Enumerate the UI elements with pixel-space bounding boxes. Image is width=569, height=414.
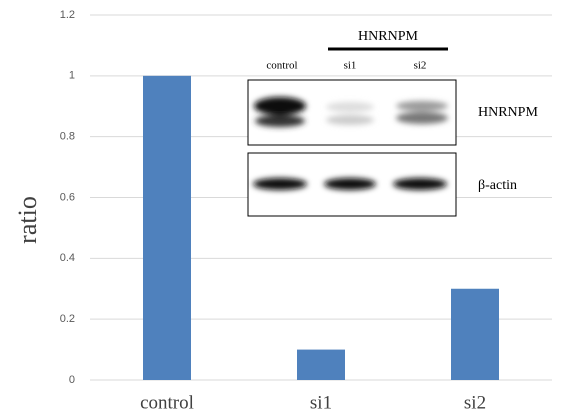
x-tick-label: si1 <box>310 392 332 413</box>
y-tick-label: 0.8 <box>60 131 75 143</box>
y-tick-label: 1.2 <box>60 9 75 21</box>
y-axis-label: ratio <box>13 196 42 244</box>
band-label: HNRNPM <box>478 105 538 120</box>
y-tick-label: 0.4 <box>60 252 75 264</box>
blot-bands <box>253 178 447 190</box>
bar <box>451 289 499 380</box>
blot-inset: HNRNPM control si1 si2 HNRNPM β-actin <box>248 29 538 216</box>
x-tick-label: control <box>140 392 194 413</box>
blot-title: HNRNPM <box>358 29 418 44</box>
bar <box>143 76 191 380</box>
lane-label: si1 <box>344 60 357 72</box>
bar <box>297 350 345 380</box>
y-tick-label: 0 <box>69 374 75 386</box>
y-tick-label: 0.2 <box>60 313 75 325</box>
band-label: β-actin <box>478 178 517 193</box>
chart: ratio 0 0.2 0.4 0.6 0.8 1 1.2 control si1 si2 HNR… <box>0 0 569 414</box>
x-tick-label: si2 <box>464 392 486 413</box>
y-tick-label: 0.6 <box>60 191 75 203</box>
lane-label: si2 <box>414 60 427 72</box>
y-tick-label: 1 <box>69 70 75 82</box>
lane-label: control <box>266 60 297 72</box>
